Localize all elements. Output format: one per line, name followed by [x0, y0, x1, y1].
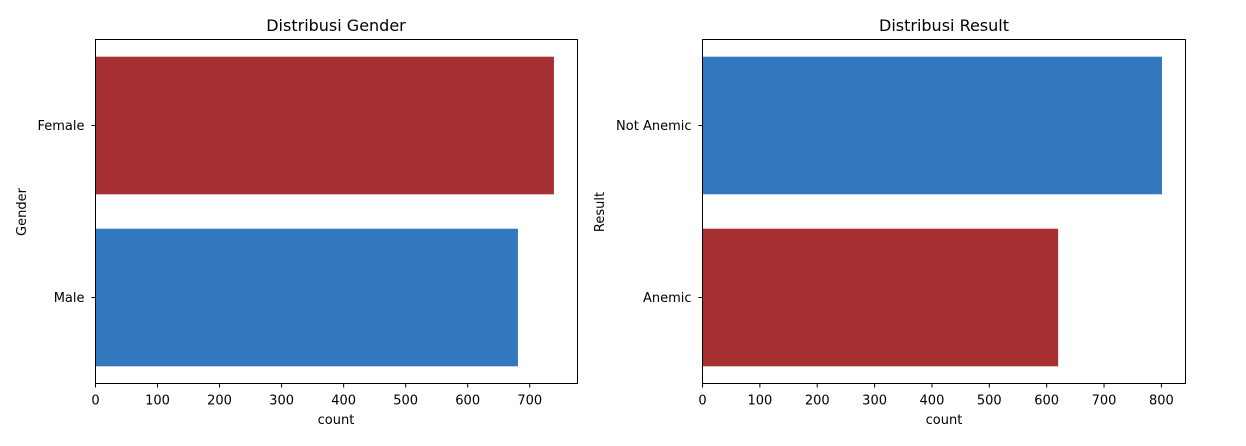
- bars-gender: [95, 56, 554, 367]
- x-tick-label: 400: [331, 394, 356, 409]
- x-axis-label-gender: count: [318, 413, 355, 428]
- bar-male: [95, 228, 518, 367]
- x-axis-label-result: count: [926, 413, 963, 428]
- x-tick-label: 800: [1149, 394, 1174, 409]
- x-tick-label: 700: [1092, 394, 1117, 409]
- x-tick-label: 200: [207, 394, 232, 409]
- x-axis-result: 0 100 200 300 400 500 600 700 800: [698, 383, 1174, 409]
- bar-female: [95, 56, 554, 195]
- x-tick-label: 0: [698, 394, 706, 409]
- x-tick-label: 500: [393, 394, 418, 409]
- y-tick-label: Male: [54, 291, 85, 306]
- chart-title-gender: Distribusi Gender: [266, 16, 406, 35]
- x-tick-label: 600: [1034, 394, 1059, 409]
- x-tick-label: 300: [269, 394, 294, 409]
- y-tick-label: Female: [37, 119, 84, 134]
- x-tick-label: 300: [862, 394, 887, 409]
- y-tick-label: Anemic: [643, 291, 692, 306]
- chart-gender: 0 100 200 300 400 500 600 700 Female Male Distri…: [15, 16, 578, 428]
- x-tick-label: 500: [977, 394, 1002, 409]
- y-axis-label-result: Result: [593, 192, 608, 232]
- y-axis-label-gender: Gender: [15, 187, 30, 236]
- x-tick-label: 400: [920, 394, 945, 409]
- x-tick-label: 200: [805, 394, 830, 409]
- x-tick-label: 0: [91, 394, 99, 409]
- y-axis-gender: Female Male: [37, 119, 96, 306]
- bars-result: [702, 56, 1162, 367]
- x-tick-label: 700: [517, 394, 542, 409]
- y-axis-result: Not Anemic Anemic: [616, 119, 703, 306]
- y-tick-label: Not Anemic: [616, 119, 691, 134]
- bar-anemic: [702, 228, 1059, 367]
- x-tick-label: 100: [747, 394, 772, 409]
- chart-result: 0 100 200 300 400 500 600 700 800 Not Anemic Anem…: [593, 16, 1186, 428]
- plot-frame-result: [702, 39, 1186, 384]
- x-tick-label: 100: [145, 394, 170, 409]
- bar-not-anemic: [702, 56, 1162, 195]
- chart-title-result: Distribusi Result: [879, 16, 1009, 35]
- plot-frame-gender: [95, 39, 578, 384]
- x-axis-gender: 0 100 200 300 400 500 600 700: [91, 383, 542, 409]
- x-tick-label: 600: [455, 394, 480, 409]
